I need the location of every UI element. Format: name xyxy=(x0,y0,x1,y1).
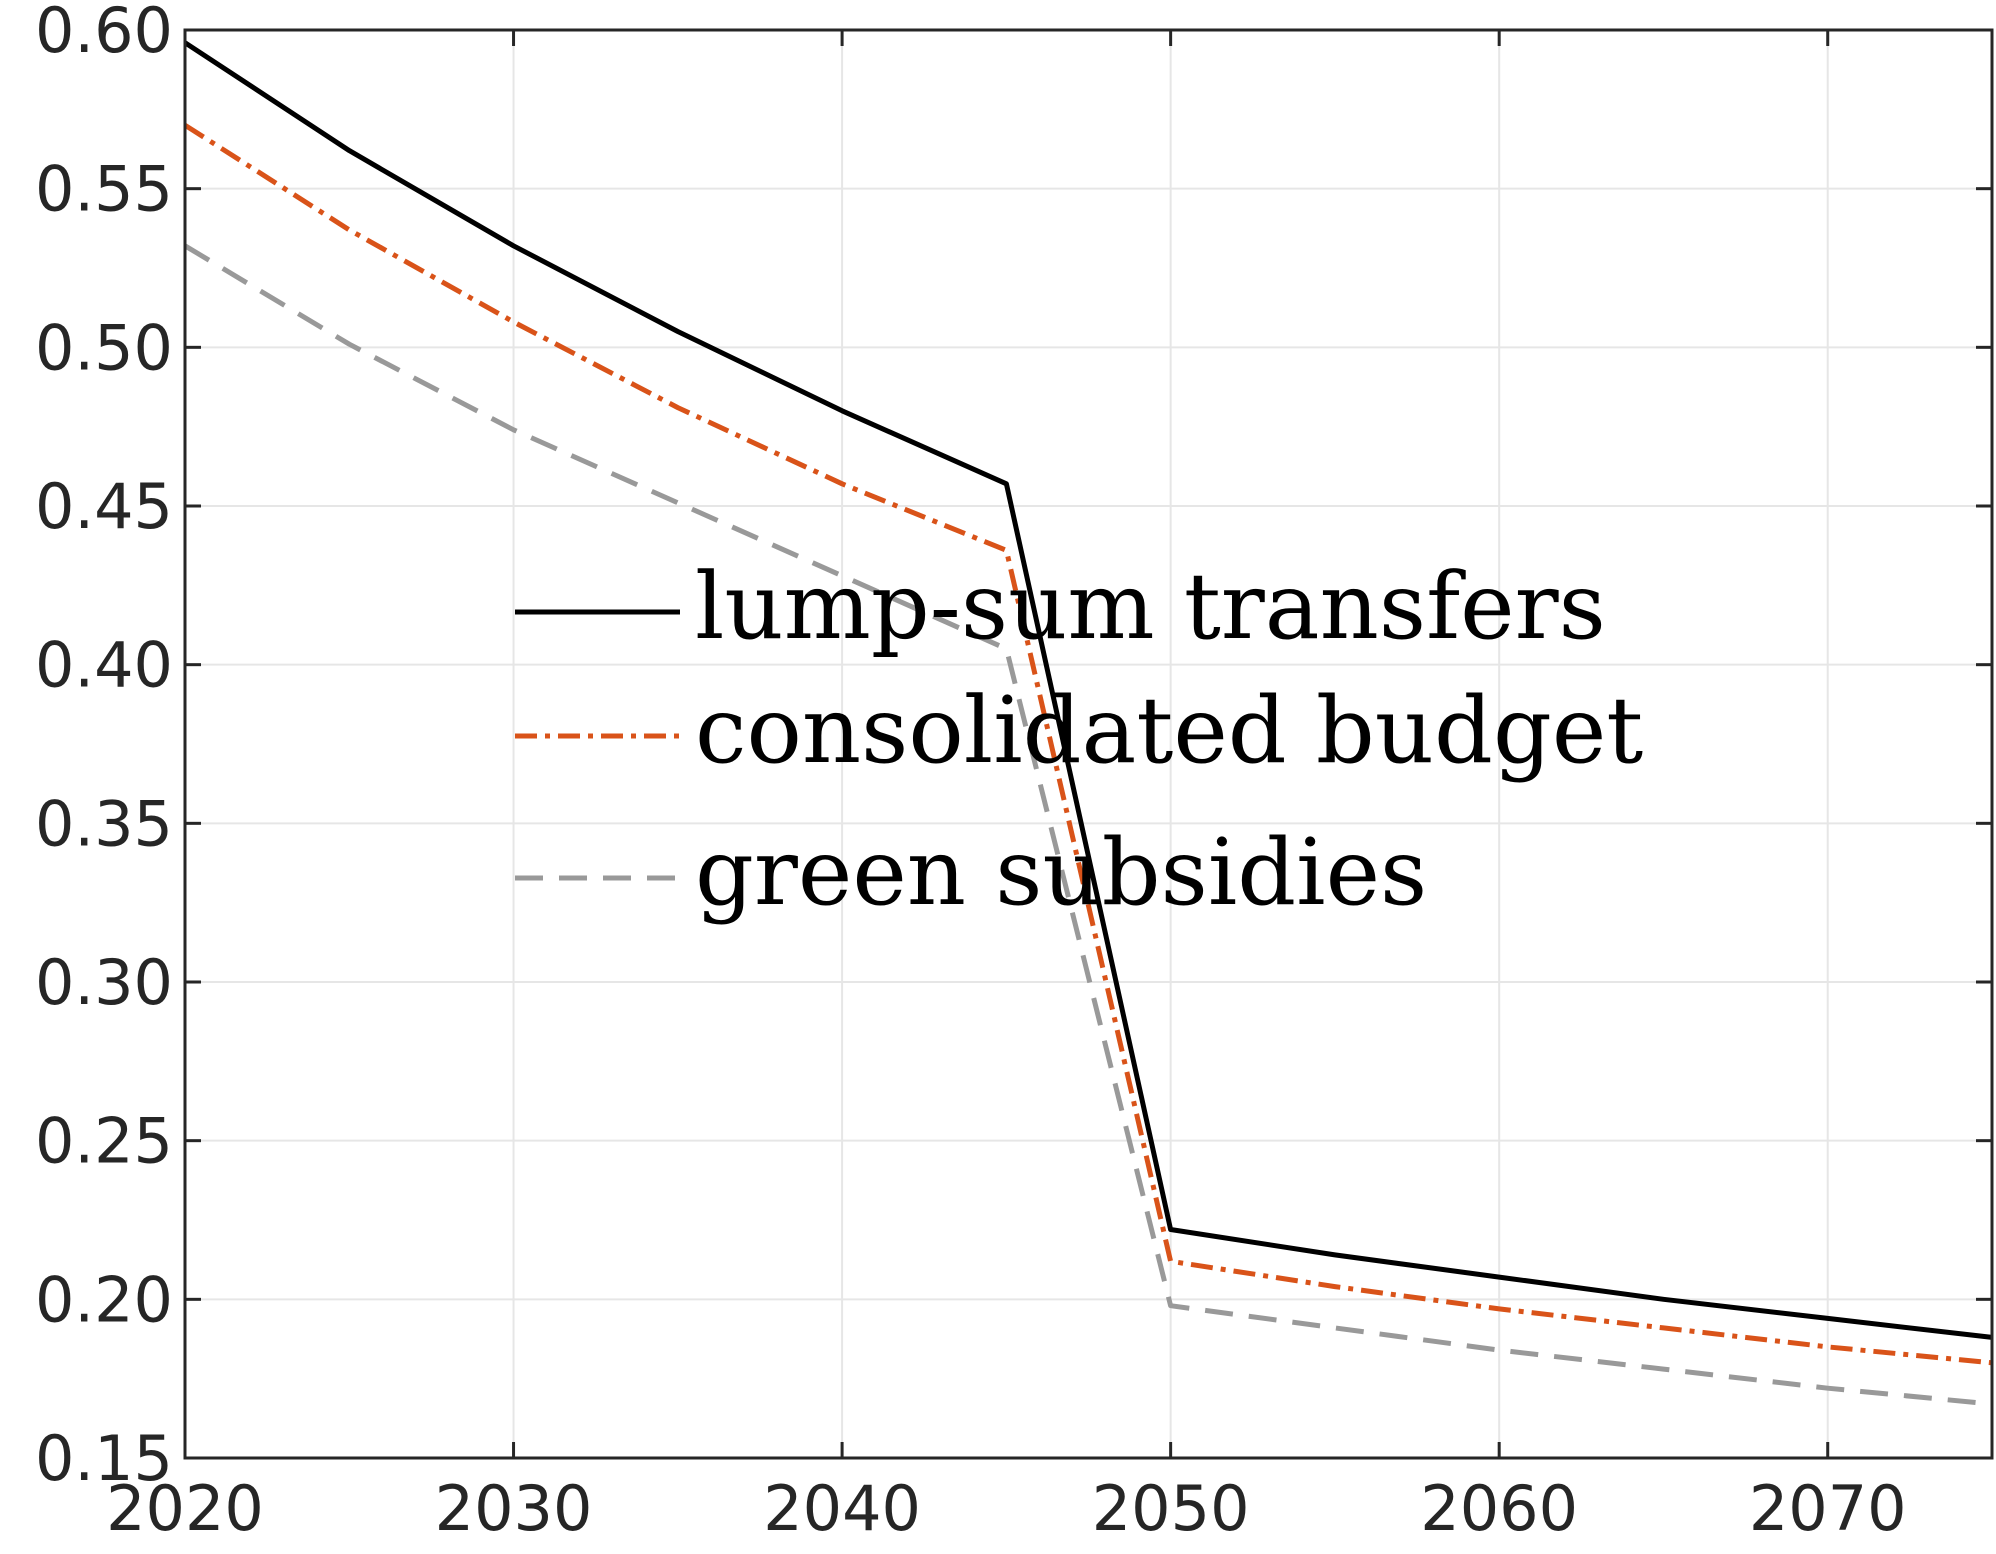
plot-area-frame xyxy=(183,28,1994,1460)
series-lines xyxy=(183,40,1993,1407)
y-tick-label-6: 0.45 xyxy=(35,470,173,543)
y-tick-label-8: 0.55 xyxy=(35,153,173,226)
grid xyxy=(184,29,1992,1459)
y-tick-label-1: 0.20 xyxy=(35,1263,173,1336)
y-tick-label-3: 0.30 xyxy=(35,946,173,1019)
y-tick-label-7: 0.50 xyxy=(35,311,173,384)
x-tick-label-2: 2040 xyxy=(763,1472,921,1545)
x-tick-label-0: 2020 xyxy=(106,1472,264,1545)
x-tick-label-1: 2030 xyxy=(435,1472,593,1545)
y-axis-tick-labels: 0.15 0.20 0.25 0.30 0.35 0.40 0.45 0.50 0.55 0.60 xyxy=(35,0,173,1495)
x-tick-label-5: 2070 xyxy=(1749,1472,1907,1545)
legend-label-1: consolidated budget xyxy=(695,677,1643,784)
x-tick-label-3: 2050 xyxy=(1092,1472,1250,1545)
series-line-2 xyxy=(183,243,1993,1407)
y-tick-label-9: 0.60 xyxy=(35,0,173,67)
legend-label-2: green subsidies xyxy=(695,819,1427,926)
series-line-0 xyxy=(183,40,1993,1340)
series-line-1 xyxy=(183,123,1993,1366)
y-tick-label-5: 0.40 xyxy=(35,629,173,702)
legend: lump-sum transfers consolidated budget gre… xyxy=(515,553,1643,926)
y-tick-label-2: 0.25 xyxy=(35,1105,173,1178)
y-tick-label-4: 0.35 xyxy=(35,787,173,860)
x-axis-tick-labels: 2020 2030 2040 2050 2060 2070 xyxy=(106,1472,1907,1545)
x-tick-label-4: 2060 xyxy=(1420,1472,1578,1545)
y-tick-label-0: 0.15 xyxy=(35,1422,173,1495)
ticks xyxy=(183,28,1992,1460)
legend-label-0: lump-sum transfers xyxy=(695,553,1606,660)
